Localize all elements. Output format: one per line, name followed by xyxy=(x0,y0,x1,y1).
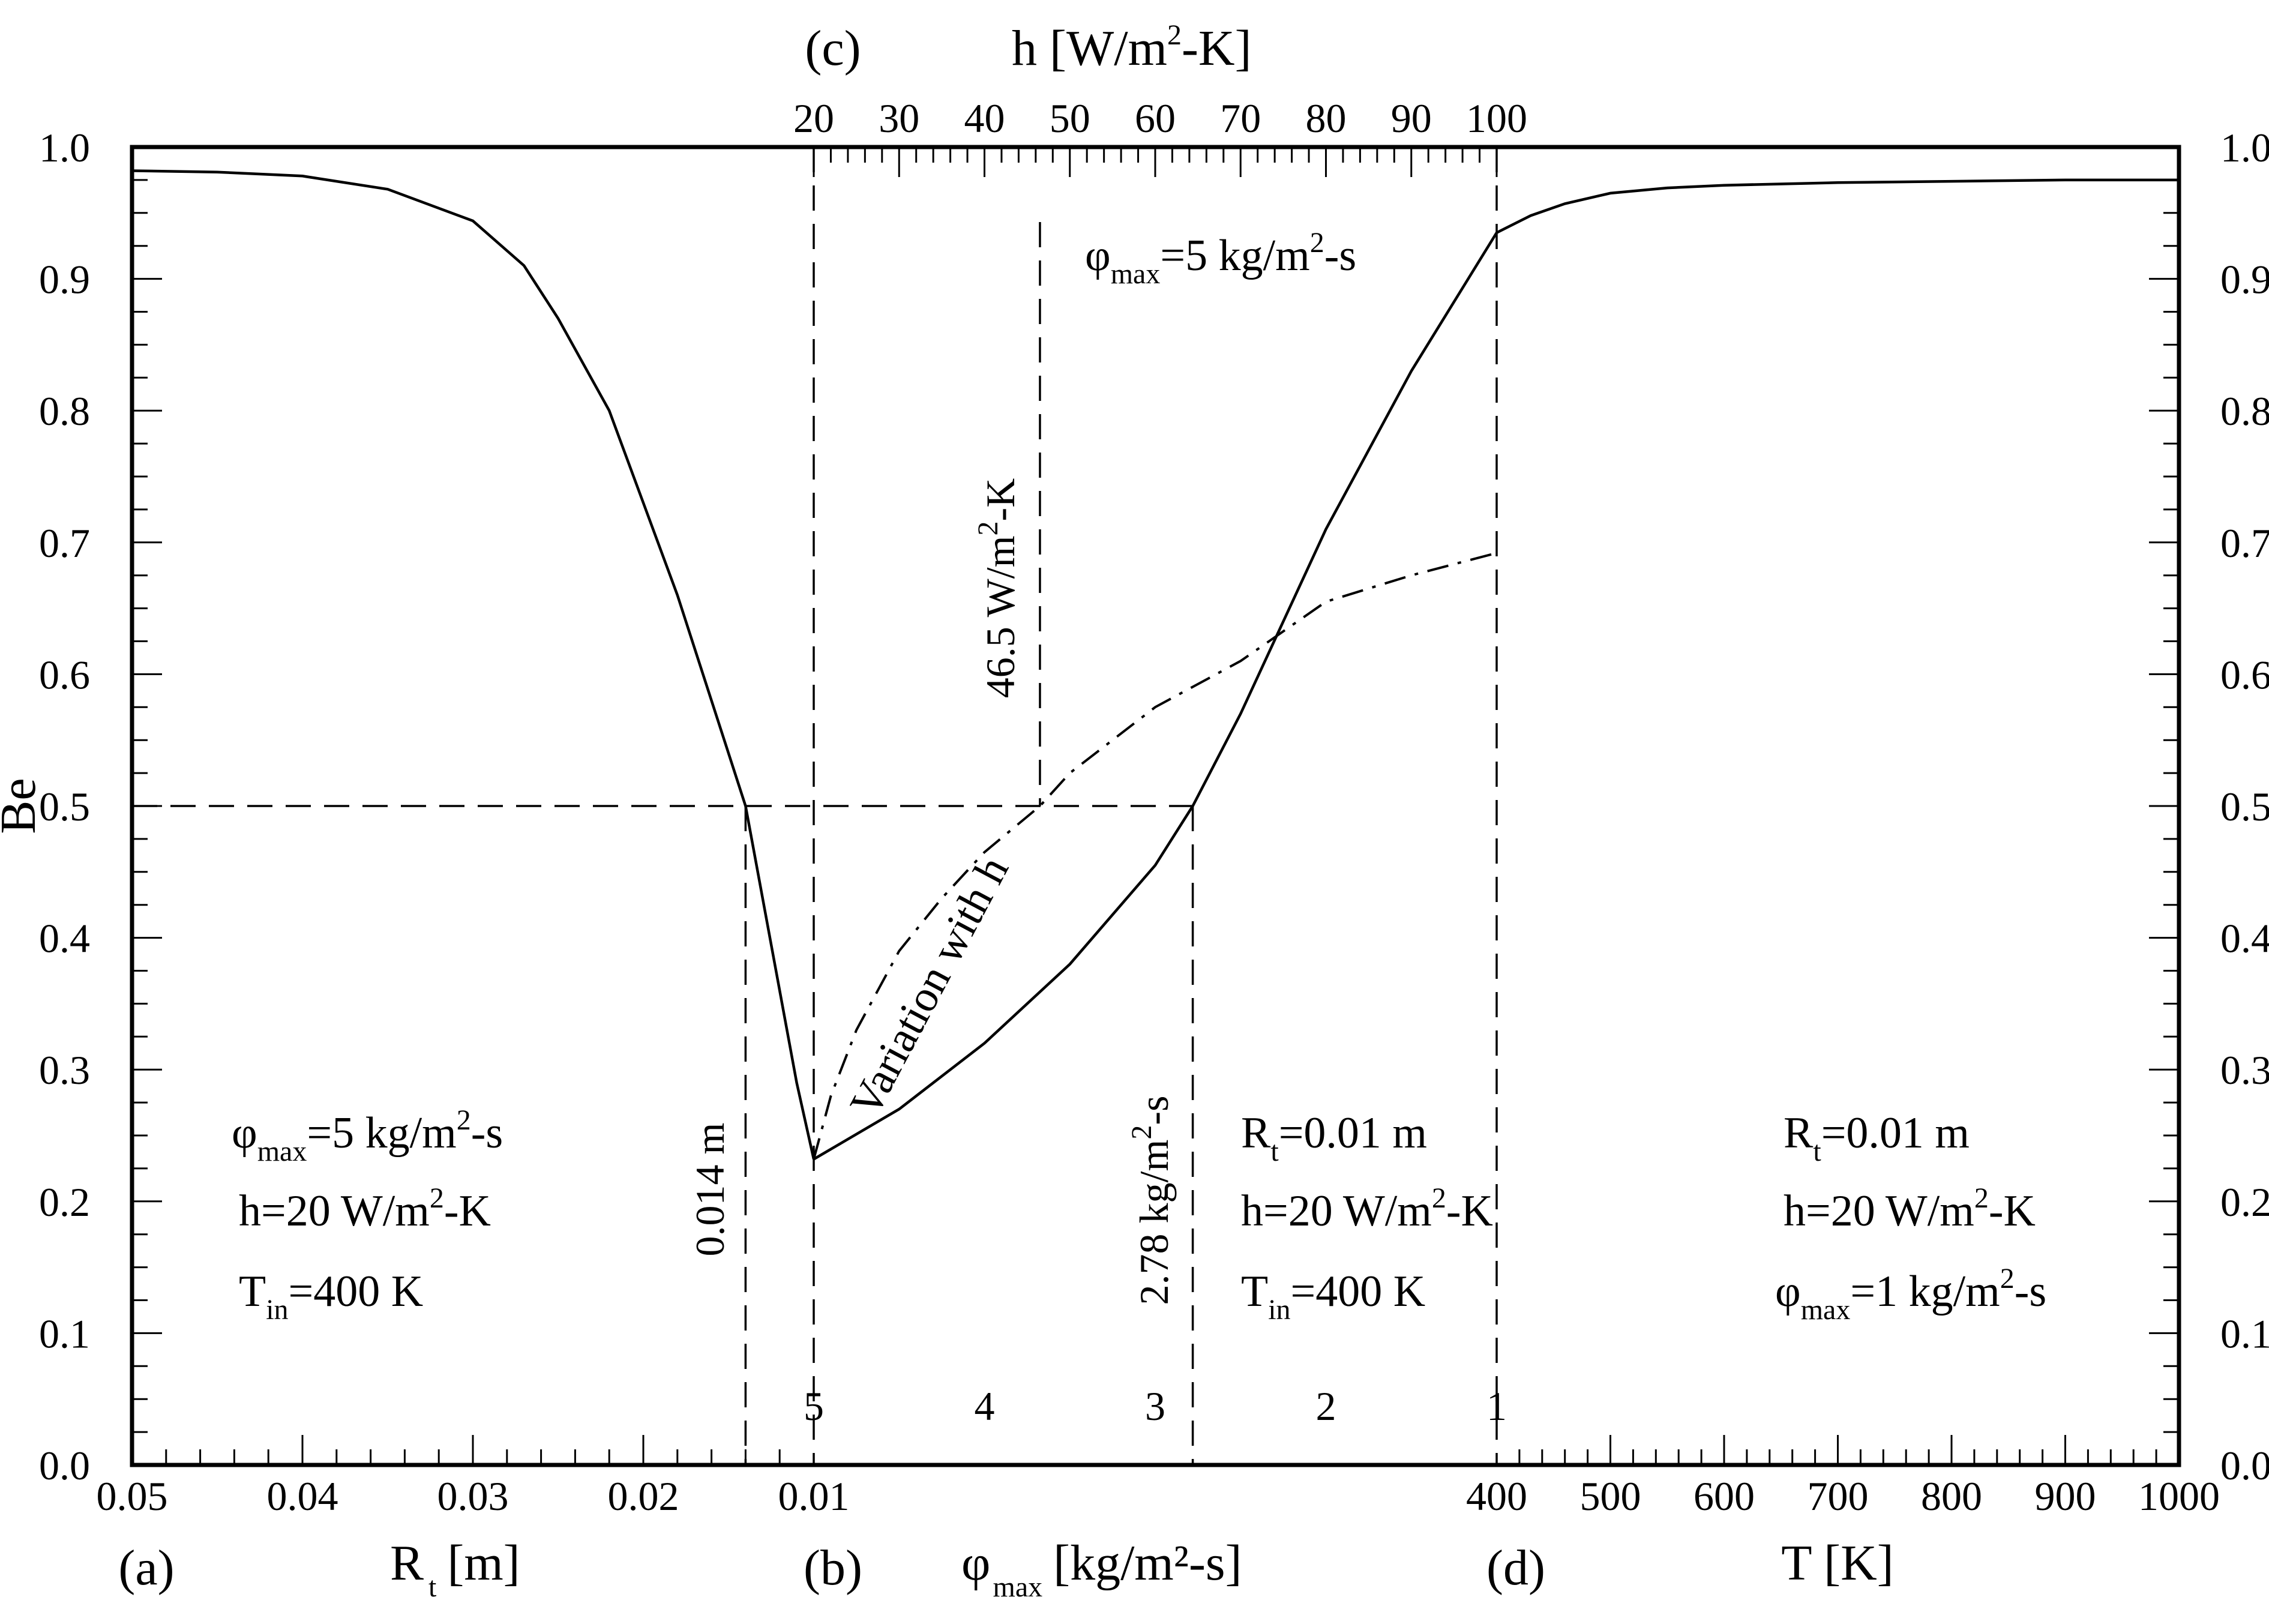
note-a-phi: φmax=5 kg/m2-s xyxy=(232,1104,503,1167)
x-tick-label-a: 0.03 xyxy=(437,1473,509,1519)
x-tick-label-d: 500 xyxy=(1580,1473,1641,1519)
series-line-c xyxy=(813,552,1497,1160)
x-tick-label-c: 80 xyxy=(1306,95,1347,141)
x-tick-label-a: 0.02 xyxy=(608,1473,679,1519)
y-tick-label-right: 0.5 xyxy=(2220,784,2269,829)
y-tick-label-right: 0.0 xyxy=(2220,1443,2269,1488)
panel-label-c: (c) xyxy=(805,20,861,76)
x-axis-label-b: φmax [kg/m²-s] xyxy=(961,1535,1242,1603)
note-d-phi: φmax=1 kg/m2-s xyxy=(1775,1263,2046,1326)
series-line-a xyxy=(131,169,816,1159)
y-tick-label-right: 0.2 xyxy=(2220,1179,2269,1225)
x-tick-label-c: 40 xyxy=(964,95,1005,141)
panel-label-d: (d) xyxy=(1486,1540,1545,1596)
note-b-r: Rt=0.01 m xyxy=(1241,1108,1427,1167)
y-tick-label-left: 0.3 xyxy=(39,1047,90,1093)
y-tick-label-right: 0.1 xyxy=(2220,1311,2269,1356)
data-curves xyxy=(131,169,2179,1161)
panel-label-a: (a) xyxy=(118,1540,174,1596)
y-tick-label-right: 0.7 xyxy=(2220,520,2269,566)
reference-lines xyxy=(132,147,1498,1465)
x-tick-label-d: 400 xyxy=(1466,1473,1527,1519)
y-tick-label-right: 1.0 xyxy=(2220,125,2269,170)
y-tick-label-left: 1.0 xyxy=(39,125,90,170)
y-tick-label-left: 0.5 xyxy=(39,784,90,829)
series-line-b xyxy=(813,232,1498,1161)
y-tick-label-right: 0.8 xyxy=(2220,388,2269,434)
y-tick-label-left: 0.2 xyxy=(39,1179,90,1225)
x-tick-label-c: 60 xyxy=(1135,95,1176,141)
y-tick-label-left: 0.0 xyxy=(39,1443,90,1488)
y-tick-label-left: 0.8 xyxy=(39,388,90,434)
y-tick-label-right: 0.3 xyxy=(2220,1047,2269,1093)
x-tick-label-d: 700 xyxy=(1808,1473,1869,1519)
note-a-h: h=20 W/m2-K xyxy=(239,1182,491,1236)
x-tick-label-c: 30 xyxy=(879,95,919,141)
marker-a: 0.014 m xyxy=(687,1123,733,1257)
variation-with-h: Variation with h xyxy=(841,849,1018,1124)
note-b-h: h=20 W/m2-K xyxy=(1241,1182,1493,1236)
y-tick-label-right: 0.9 xyxy=(2220,257,2269,302)
tick-labels: 0.0 0.0 0.1 0.1 0.2 0.2 0.3 0.3 0.4 0.4 0.5 0.5 0.6 0… xyxy=(39,95,2269,1519)
y-tick-label-right: 0.6 xyxy=(2220,652,2269,697)
note-d-h: h=20 W/m2-K xyxy=(1784,1182,2036,1236)
x-tick-label-a: 0.01 xyxy=(778,1473,850,1519)
x-axis-label-d: T [K] xyxy=(1781,1535,1893,1591)
x-tick-label-d: 800 xyxy=(1921,1473,1982,1519)
tick-marks xyxy=(132,146,2179,1466)
marker-b: 2.78 kg/m2-s xyxy=(1126,1096,1177,1305)
y-tick-label-left: 0.1 xyxy=(39,1311,90,1356)
x-tick-label-b: 1 xyxy=(1486,1383,1507,1429)
x-tick-label-d: 900 xyxy=(2035,1473,2096,1519)
x-tick-label-c: 100 xyxy=(1466,95,1527,141)
x-tick-label-b: 2 xyxy=(1316,1383,1336,1429)
panel-label-b: (b) xyxy=(804,1540,862,1596)
y-tick-label-right: 0.4 xyxy=(2220,916,2269,961)
note-b-t: Tin=400 K xyxy=(1241,1267,1425,1326)
x-tick-label-d: 1000 xyxy=(2138,1473,2220,1519)
x-axis-label-c: h [W/m2-K] xyxy=(1012,19,1252,76)
x-tick-label-d: 600 xyxy=(1693,1473,1755,1519)
note-d-r: Rt=0.01 m xyxy=(1784,1108,1970,1167)
y-tick-label-left: 0.9 xyxy=(39,257,90,302)
y-tick-label-left: 0.6 xyxy=(39,652,90,697)
note-c-phi: φmax=5 kg/m2-s xyxy=(1085,227,1356,290)
series-line-d xyxy=(1495,178,2179,234)
x-tick-label-b: 3 xyxy=(1145,1383,1165,1429)
y-tick-label-left: 0.7 xyxy=(39,520,90,566)
y-tick-label-left: 0.4 xyxy=(39,916,90,961)
x-tick-label-a: 0.05 xyxy=(97,1473,168,1519)
note-a-t: Tin=400 K xyxy=(239,1267,423,1326)
x-tick-label-a: 0.04 xyxy=(267,1473,338,1519)
marker-c: 46.5 W/m2-K xyxy=(972,478,1023,699)
x-tick-label-b: 4 xyxy=(975,1383,995,1429)
x-tick-label-c: 50 xyxy=(1050,95,1090,141)
x-tick-label-c: 20 xyxy=(793,95,834,141)
x-tick-label-c: 90 xyxy=(1391,95,1432,141)
y-axis-label: Be xyxy=(0,778,46,834)
x-tick-label-c: 70 xyxy=(1220,95,1261,141)
x-tick-label-b: 5 xyxy=(804,1383,824,1429)
